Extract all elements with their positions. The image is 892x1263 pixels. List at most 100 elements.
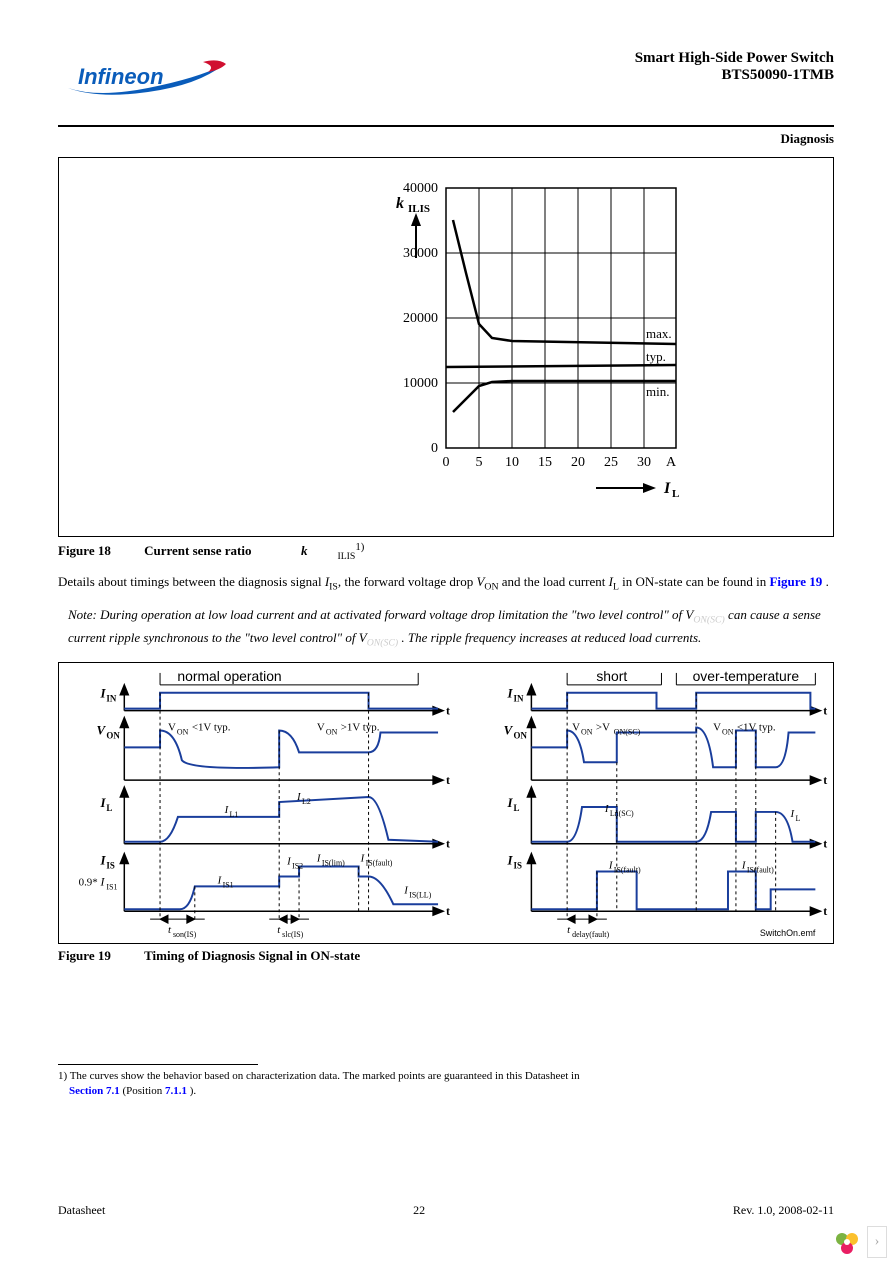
svg-text:5: 5 xyxy=(476,455,483,470)
page-footer: Datasheet 22 Rev. 1.0, 2008-02-11 xyxy=(58,1203,834,1218)
svg-text:V: V xyxy=(317,721,325,733)
svg-text:short: short xyxy=(596,667,627,683)
body-paragraph-1: Details about timings between the diagno… xyxy=(58,572,834,595)
doc-title: Smart High-Side Power Switch xyxy=(635,50,834,67)
svg-text:IS(fault): IS(fault) xyxy=(614,865,641,874)
svg-text:t: t xyxy=(446,904,450,918)
svg-text:L1: L1 xyxy=(230,809,239,818)
svg-text:IS1: IS1 xyxy=(106,882,117,891)
svg-text:30000: 30000 xyxy=(403,246,438,261)
svg-text:ON: ON xyxy=(106,730,120,740)
svg-text:0: 0 xyxy=(431,441,438,456)
svg-text:<1V typ.: <1V typ. xyxy=(192,721,231,733)
svg-text:V: V xyxy=(96,723,106,737)
svg-text:slc(IS): slc(IS) xyxy=(282,930,304,939)
svg-text:IS2: IS2 xyxy=(292,861,303,870)
svg-text:t: t xyxy=(446,703,450,717)
svg-text:typ.: typ. xyxy=(646,349,666,364)
svg-text:IS(LL): IS(LL) xyxy=(409,890,431,899)
svg-text:t: t xyxy=(446,836,450,850)
svg-text:20000: 20000 xyxy=(403,311,438,326)
svg-text:IS1: IS1 xyxy=(223,880,234,889)
svg-text:IN: IN xyxy=(106,693,116,703)
section-label: Diagnosis xyxy=(58,131,834,147)
fig18-sub: ILIS xyxy=(337,551,355,562)
svg-text:I: I xyxy=(99,796,106,810)
svg-text:ON: ON xyxy=(581,727,593,736)
svg-text:I: I xyxy=(99,853,106,867)
svg-text:L: L xyxy=(514,803,520,813)
footnote-divider xyxy=(58,1064,258,1065)
svg-text:Ln(SC): Ln(SC) xyxy=(610,808,634,817)
footer-page-number: 22 xyxy=(413,1203,425,1218)
svg-text:k: k xyxy=(396,195,404,212)
section-7-1-link[interactable]: Section 7.1 xyxy=(69,1085,120,1097)
svg-text:t: t xyxy=(823,836,827,850)
svg-text:Infineon: Infineon xyxy=(78,64,164,89)
svg-text:15: 15 xyxy=(538,455,552,470)
figure-18-chart: k ILIS 0 10000 20000 30000 40000 0 5 10 … xyxy=(58,157,834,537)
svg-text:t: t xyxy=(168,924,172,936)
part-number: BTS50090-1TMB xyxy=(635,67,834,84)
svg-text:IN: IN xyxy=(514,693,524,703)
viewer-logo-icon xyxy=(831,1226,863,1258)
svg-text:40000: 40000 xyxy=(403,181,438,196)
figure-19-link[interactable]: Figure 19 xyxy=(769,574,822,589)
svg-text:>1V typ.: >1V typ. xyxy=(341,721,380,733)
svg-text:t: t xyxy=(446,773,450,787)
svg-text:son(IS): son(IS) xyxy=(173,930,197,939)
svg-text:ON: ON xyxy=(722,727,734,736)
svg-text:I: I xyxy=(507,853,514,867)
svg-text:V: V xyxy=(572,721,580,733)
figure-19-title: Timing of Diagnosis Signal in ON-state xyxy=(144,948,360,963)
position-7-1-1-link[interactable]: 7.1.1 xyxy=(165,1085,187,1097)
svg-text:ON: ON xyxy=(514,730,528,740)
svg-text:L: L xyxy=(672,488,679,500)
header-divider xyxy=(58,125,834,127)
footer-revision: Rev. 1.0, 2008-02-11 xyxy=(733,1203,834,1218)
svg-text:V: V xyxy=(713,721,721,733)
svg-text:20: 20 xyxy=(571,455,585,470)
svg-text:ON: ON xyxy=(326,727,338,736)
svg-text:I: I xyxy=(507,686,514,700)
svg-text:min.: min. xyxy=(646,384,669,399)
next-page-button[interactable]: › xyxy=(867,1226,887,1258)
svg-text:t: t xyxy=(567,924,571,936)
svg-text:L: L xyxy=(796,813,801,822)
figure-18-title: Current sense ratio xyxy=(144,543,251,558)
svg-text:t: t xyxy=(823,773,827,787)
figure-19-timing: normal operation short over-temperature … xyxy=(58,662,834,944)
svg-text:>V: >V xyxy=(596,721,610,733)
svg-text:IS(lim): IS(lim) xyxy=(322,858,345,867)
svg-text:0.9*: 0.9* xyxy=(79,876,98,888)
svg-text:10: 10 xyxy=(505,455,519,470)
svg-text:25: 25 xyxy=(604,455,618,470)
figure-19-caption: Figure 19 Timing of Diagnosis Signal in … xyxy=(58,948,834,964)
svg-text:normal operation: normal operation xyxy=(177,667,281,683)
svg-text:delay(fault): delay(fault) xyxy=(572,930,609,939)
svg-text:SwitchOn.emf: SwitchOn.emf xyxy=(760,928,816,938)
svg-text:0: 0 xyxy=(443,455,450,470)
svg-text:30: 30 xyxy=(637,455,651,470)
note-paragraph: Note: During operation at low load curre… xyxy=(58,605,834,651)
svg-text:V: V xyxy=(168,721,176,733)
svg-text:10000: 10000 xyxy=(403,376,438,391)
page-header: Infineon Smart High-Side Power Switch BT… xyxy=(58,50,834,110)
infineon-logo: Infineon xyxy=(58,50,228,110)
svg-text:ON(SC): ON(SC) xyxy=(614,727,641,736)
svg-text:t: t xyxy=(823,904,827,918)
viewer-nav: › xyxy=(831,1226,887,1258)
figure-19-num: Figure 19 xyxy=(58,948,111,963)
svg-text:I: I xyxy=(99,874,105,888)
figure-18-num: Figure 18 xyxy=(58,543,111,558)
svg-text:IS(fault): IS(fault) xyxy=(747,865,774,874)
svg-text:ON: ON xyxy=(177,727,189,736)
svg-text:t: t xyxy=(277,924,281,936)
svg-text:IS: IS xyxy=(514,860,522,870)
svg-text:I: I xyxy=(663,480,671,497)
svg-text:IS: IS xyxy=(106,860,114,870)
svg-text:L2: L2 xyxy=(302,797,311,806)
footnote-1: 1) The curves show the behavior based on… xyxy=(58,1069,834,1100)
svg-text:V: V xyxy=(504,723,514,737)
svg-text:I: I xyxy=(507,796,514,810)
